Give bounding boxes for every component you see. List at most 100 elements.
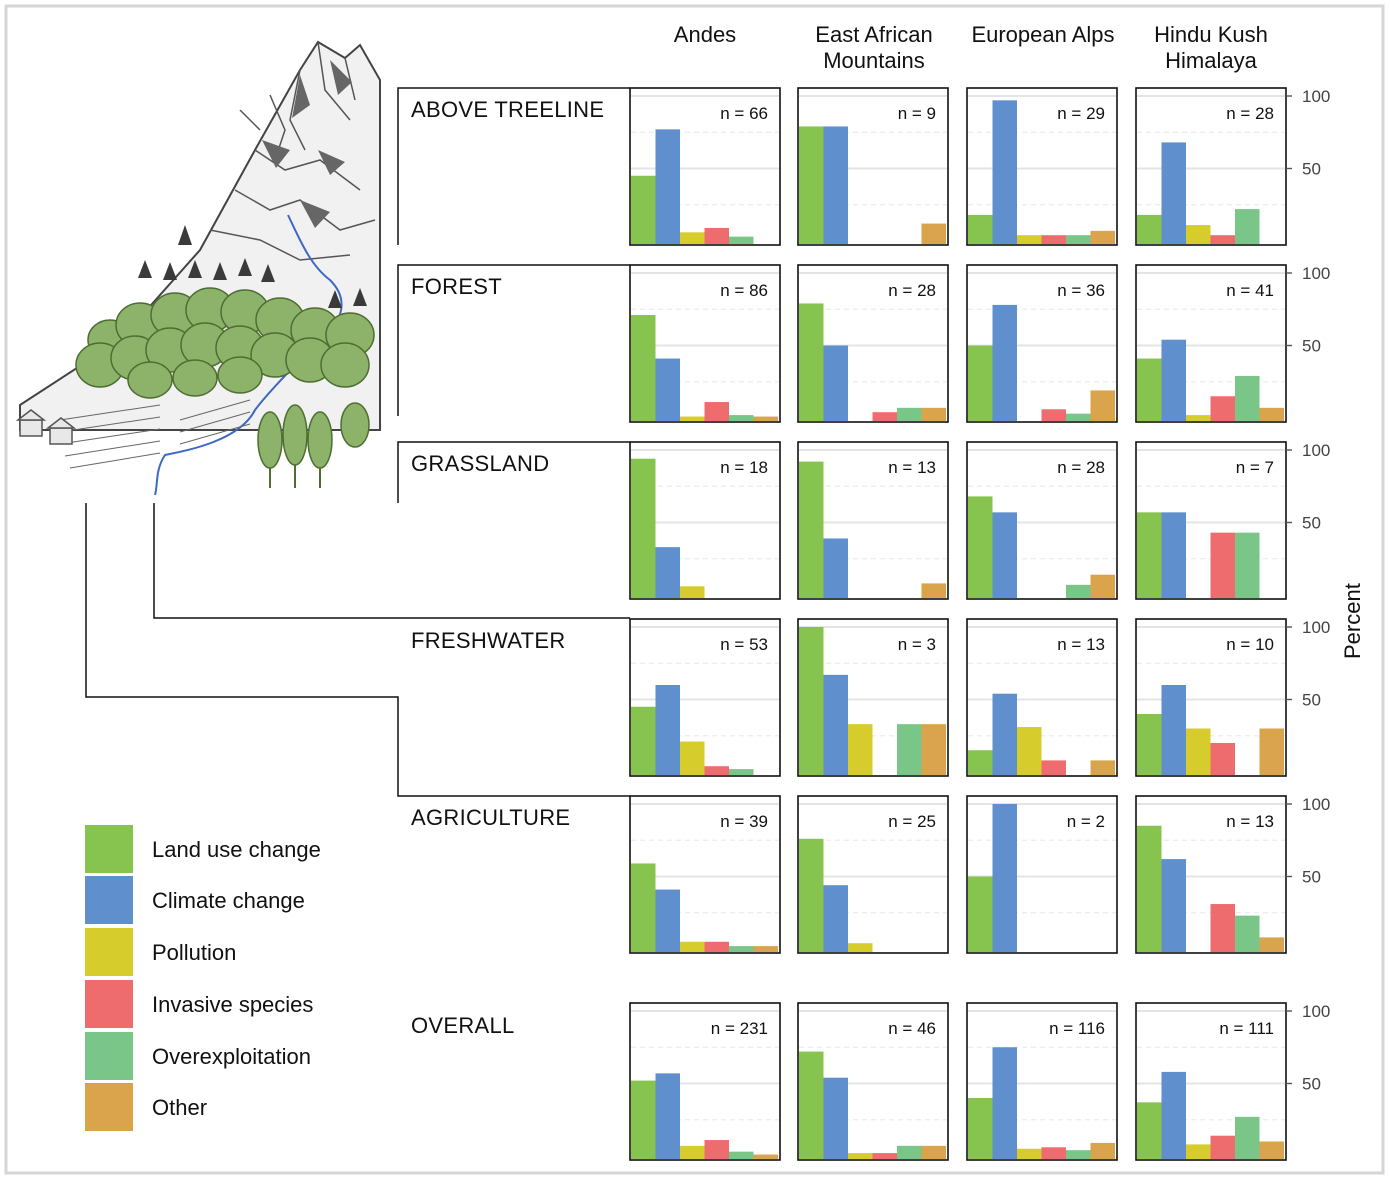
- bar-land-use-change: [799, 126, 824, 244]
- legend-swatch: [85, 928, 133, 976]
- n-label: n = 10: [1226, 635, 1274, 654]
- bar-other: [1259, 407, 1284, 421]
- y-tick-label: 100: [1302, 795, 1330, 814]
- panel-border: [629, 264, 781, 423]
- panel-agriculture-east-african-mountains: n = 25: [797, 795, 949, 954]
- bar-pollution: [680, 941, 705, 952]
- panel-border: [966, 795, 1118, 954]
- panel-border: [1135, 795, 1287, 954]
- bar-overexploitation: [1235, 1116, 1260, 1159]
- bar-climate-change: [992, 304, 1017, 421]
- bar-pollution: [848, 943, 873, 952]
- bar-other: [921, 407, 946, 421]
- y-tick-label: 50: [1302, 1075, 1321, 1094]
- panel-forest-european-alps: n = 36: [966, 264, 1118, 423]
- bar-overexploitation: [729, 1151, 754, 1159]
- bar-pollution: [1186, 415, 1211, 421]
- panel-overall-hindu-kush-himalaya: n = 111: [1135, 1002, 1287, 1161]
- bar-climate-change: [655, 1073, 680, 1159]
- bar-climate-change: [1161, 859, 1186, 952]
- connector-lines: [85, 87, 630, 797]
- panel-border: [797, 1002, 949, 1161]
- bar-other: [921, 223, 946, 244]
- bar-pollution: [1017, 235, 1042, 244]
- panel-freshwater-hindu-kush-himalaya: n = 10: [1135, 618, 1287, 777]
- n-label: n = 25: [888, 812, 936, 831]
- y-tick-label: 100: [1302, 618, 1330, 637]
- bar-land-use-change: [631, 863, 656, 952]
- bar-overexploitation: [897, 1145, 922, 1159]
- panel-agriculture-european-alps: n = 2: [966, 795, 1118, 954]
- panel-border: [797, 264, 949, 423]
- n-label: n = 41: [1226, 281, 1274, 300]
- bar-invasive-species: [704, 1140, 729, 1159]
- panel-forest-east-african-mountains: n = 28: [797, 264, 949, 423]
- bar-overexploitation: [1066, 584, 1091, 598]
- bar-climate-change: [1161, 512, 1186, 598]
- row-label-overall: OVERALL: [411, 1013, 515, 1038]
- bar-invasive-species: [872, 412, 897, 421]
- bar-invasive-species: [1041, 760, 1066, 775]
- bar-pollution: [680, 232, 705, 244]
- bar-invasive-species: [1210, 743, 1235, 775]
- bar-other: [753, 416, 778, 421]
- panel-border: [966, 1002, 1118, 1161]
- panel-border: [629, 441, 781, 600]
- panel-border: [629, 795, 781, 954]
- n-label: n = 86: [720, 281, 768, 300]
- bar-land-use-change: [631, 1080, 656, 1159]
- bar-other: [921, 1145, 946, 1159]
- bar-pollution: [680, 586, 705, 598]
- bar-other: [1259, 1141, 1284, 1159]
- y-tick-label: 50: [1302, 691, 1321, 710]
- bar-pollution: [1186, 225, 1211, 244]
- bar-land-use-change: [631, 175, 656, 244]
- panel-grassland-andes: n = 18: [629, 441, 781, 600]
- bar-climate-change: [992, 693, 1017, 775]
- bar-invasive-species: [704, 402, 729, 421]
- y-axis-title: Percent: [1340, 583, 1365, 659]
- legend-label: Overexploitation: [152, 1044, 311, 1069]
- bar-climate-change: [1161, 1071, 1186, 1159]
- bar-land-use-change: [968, 876, 993, 952]
- n-label: n = 2: [1067, 812, 1105, 831]
- bar-land-use-change: [968, 214, 993, 244]
- bar-other: [753, 946, 778, 952]
- panel-overall-east-african-mountains: n = 46: [797, 1002, 949, 1161]
- bar-pollution: [1017, 1148, 1042, 1159]
- bar-overexploitation: [1066, 1150, 1091, 1159]
- bar-climate-change: [823, 674, 848, 775]
- bar-land-use-change: [1137, 825, 1162, 952]
- panel-border: [966, 87, 1118, 246]
- row-label-forest: FOREST: [411, 274, 503, 299]
- bar-pollution: [1186, 728, 1211, 775]
- bar-climate-change: [823, 1077, 848, 1159]
- panel-above-treeline-andes: n = 66: [629, 87, 781, 246]
- bar-overexploitation: [1235, 375, 1260, 421]
- bar-climate-change: [992, 804, 1017, 952]
- panel-freshwater-east-african-mountains: n = 3: [797, 618, 949, 777]
- bar-pollution: [848, 724, 873, 775]
- bar-climate-change: [992, 1047, 1017, 1159]
- n-label: n = 28: [1226, 104, 1274, 123]
- bar-pollution: [680, 416, 705, 421]
- bar-land-use-change: [968, 750, 993, 775]
- panel-border: [1135, 441, 1287, 600]
- legend-swatch: [85, 980, 133, 1028]
- legend-swatch: [85, 1083, 133, 1131]
- bar-land-use-change: [1137, 512, 1162, 598]
- panels-layer: n = 66 n = 9 n = 29 n = 28 n = 86 n = 28 n = 3…: [629, 87, 1330, 1161]
- bar-climate-change: [823, 538, 848, 598]
- panel-border: [1135, 1002, 1287, 1161]
- panel-grassland-east-african-mountains: n = 13: [797, 441, 949, 600]
- column-label-east-african-mountains: East African Mountains: [815, 22, 933, 73]
- bar-other: [921, 724, 946, 775]
- n-label: n = 39: [720, 812, 768, 831]
- bar-pollution: [680, 1145, 705, 1159]
- bar-land-use-change: [1137, 358, 1162, 421]
- n-label: n = 231: [711, 1019, 768, 1038]
- n-label: n = 46: [888, 1019, 936, 1038]
- bar-land-use-change: [968, 345, 993, 421]
